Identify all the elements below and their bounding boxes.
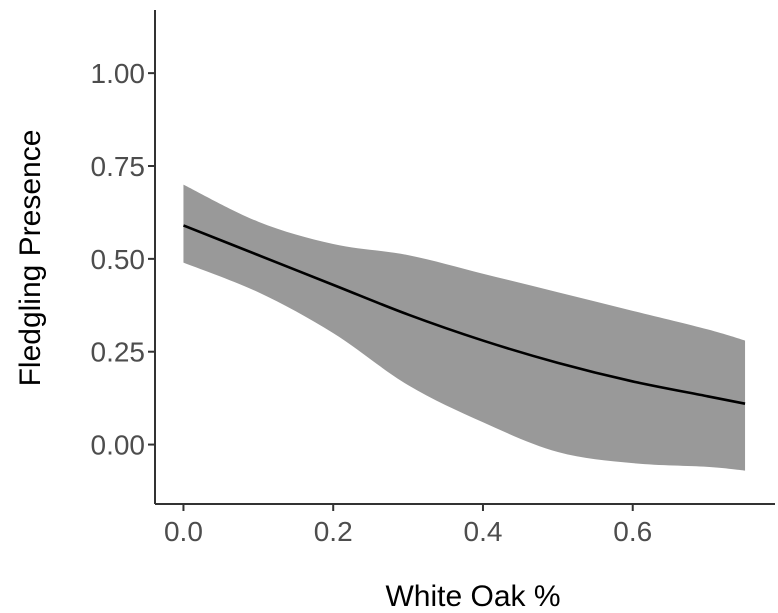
x-ticks: 0.0 0.2 0.4 0.6: [164, 504, 652, 547]
y-tick-label: 0.75: [91, 151, 146, 182]
ribbon-layer: [183, 185, 745, 471]
x-tick-label: 0.6: [613, 516, 652, 547]
y-ticks: 0.00 0.25 0.50 0.75 1.00: [91, 58, 156, 460]
x-tick-label: 0.4: [464, 516, 503, 547]
y-axis-title: Fledgling Presence: [14, 130, 47, 387]
x-tick-label: 0.2: [314, 516, 353, 547]
x-tick-label: 0.0: [164, 516, 203, 547]
confidence-ribbon: [183, 185, 745, 471]
y-tick-label: 0.25: [91, 337, 146, 368]
x-axis-title: White Oak %: [385, 580, 560, 613]
y-tick-label: 0.50: [91, 244, 146, 275]
y-tick-label: 0.00: [91, 430, 146, 461]
y-tick-label: 1.00: [91, 58, 146, 89]
